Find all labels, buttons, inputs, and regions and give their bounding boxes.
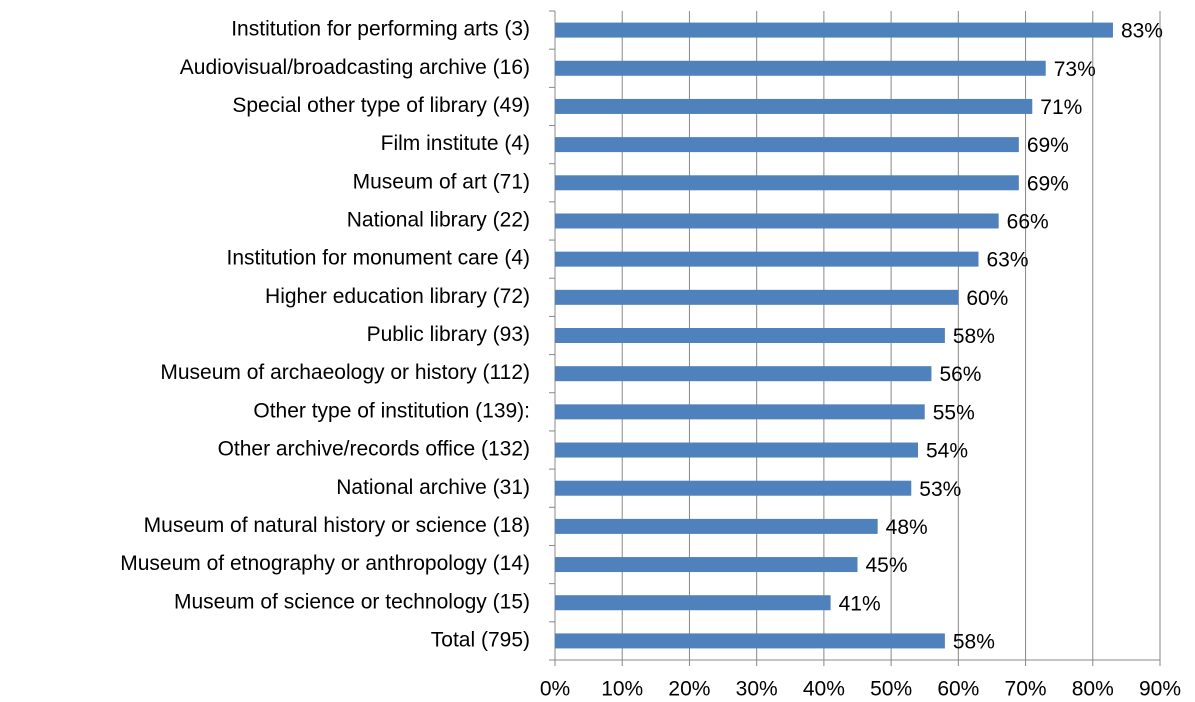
value-label: 66% xyxy=(1007,211,1049,234)
y-tick-label: National library (22) xyxy=(347,209,530,232)
value-label: 41% xyxy=(839,592,881,615)
bar xyxy=(555,557,858,573)
y-tick-label: Museum of science or technology (15) xyxy=(174,590,530,613)
value-label: 55% xyxy=(933,401,975,424)
x-tick-label: 40% xyxy=(803,678,845,701)
value-label: 58% xyxy=(953,325,995,348)
bar xyxy=(555,442,918,458)
value-label: 83% xyxy=(1121,20,1163,43)
x-tick-label: 30% xyxy=(736,678,778,701)
y-tick-label: Total (795) xyxy=(431,628,530,651)
value-label: 73% xyxy=(1054,58,1096,81)
bar xyxy=(555,480,912,496)
y-tick-label: Museum of archaeology or history (112) xyxy=(160,361,530,384)
y-tick-label: Museum of art (71) xyxy=(353,170,530,193)
x-tick-label: 10% xyxy=(601,678,643,701)
bar xyxy=(555,518,878,534)
y-tick-label: Higher education library (72) xyxy=(265,285,530,308)
y-tick-label: Film institute (4) xyxy=(381,132,530,155)
x-tick-label: 0% xyxy=(540,678,570,701)
bar xyxy=(555,404,925,420)
value-label: 69% xyxy=(1027,134,1069,157)
y-tick-label: Other archive/records office (132) xyxy=(218,438,530,461)
bar xyxy=(555,251,979,267)
bar xyxy=(555,328,945,343)
bar xyxy=(555,366,932,382)
x-tick-label: 80% xyxy=(1072,678,1114,701)
value-label: 48% xyxy=(886,516,928,539)
bar xyxy=(555,175,1019,191)
bar xyxy=(555,595,831,611)
bar xyxy=(555,22,1113,38)
value-label: 71% xyxy=(1040,96,1082,119)
y-tick-label: Special other type of library (49) xyxy=(232,94,530,117)
value-label: 60% xyxy=(966,287,1008,310)
bar xyxy=(555,98,1033,114)
value-label: 56% xyxy=(939,363,981,386)
y-tick-label: Museum of etnography or anthropology (14… xyxy=(120,552,530,575)
x-tick-label: 20% xyxy=(668,678,710,701)
value-label: 58% xyxy=(953,630,995,653)
y-tick-label: Institution for performing arts (3) xyxy=(231,18,530,41)
y-tick-label: Institution for monument care (4) xyxy=(227,247,530,270)
value-label: 69% xyxy=(1027,172,1069,195)
value-label: 45% xyxy=(866,554,908,577)
bar xyxy=(555,289,959,305)
value-label: 54% xyxy=(926,440,968,463)
y-tick-label: Public library (93) xyxy=(367,323,530,346)
value-label: 63% xyxy=(987,249,1029,272)
value-label: 53% xyxy=(919,478,961,501)
y-tick-label: Other type of institution (139): xyxy=(253,399,530,422)
y-tick-label: National archive (31) xyxy=(336,476,530,499)
bar xyxy=(555,60,1046,76)
y-tick-label: Audiovisual/broadcasting archive (16) xyxy=(180,56,530,79)
x-tick-label: 70% xyxy=(1005,678,1047,701)
x-tick-label: 90% xyxy=(1139,678,1181,701)
bar xyxy=(555,213,999,229)
x-tick-label: 50% xyxy=(870,678,912,701)
bar xyxy=(555,633,945,649)
y-tick-label: Museum of natural history or science (18… xyxy=(144,514,530,537)
bar xyxy=(555,137,1019,153)
x-tick-label: 60% xyxy=(937,678,979,701)
